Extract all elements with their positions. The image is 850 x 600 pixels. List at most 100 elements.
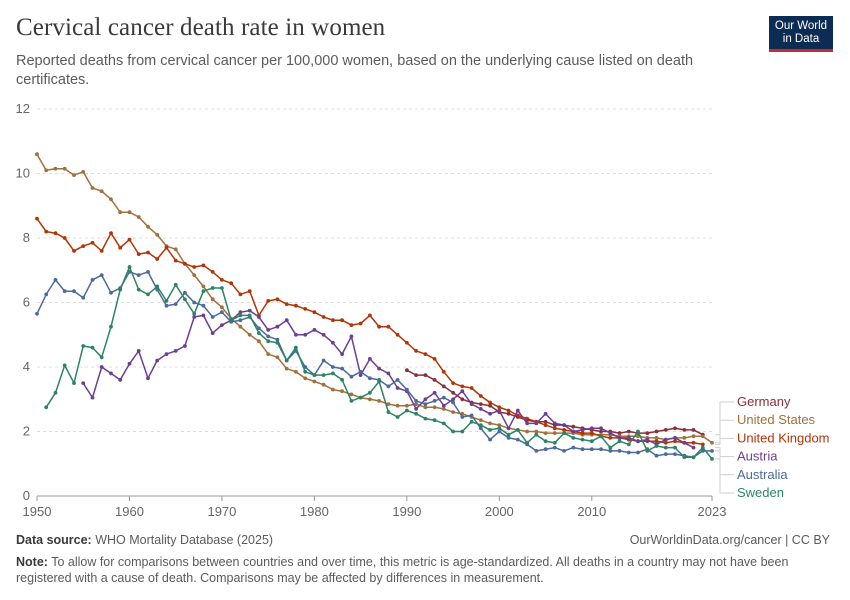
data-point [506,408,511,413]
data-point [164,245,169,250]
data-point [99,189,104,194]
data-point [109,290,113,295]
data-point [358,373,363,377]
legend-label-germany[interactable]: Germany [737,394,791,409]
data-point [173,247,178,252]
data-point [340,366,344,371]
legend-label-united-states[interactable]: United States [737,412,816,427]
data-point [377,324,381,329]
data-point [35,216,39,221]
data-point [192,311,197,316]
data-point [534,421,539,426]
data-point [552,445,557,450]
data-point [183,344,187,348]
data-point [90,395,95,400]
data-point [377,379,381,384]
data-point [552,426,557,431]
data-point [81,344,86,348]
data-point [368,397,372,402]
legend-connector [715,458,734,494]
data-point [155,358,160,363]
data-point [515,428,520,432]
data-point [183,261,187,266]
data-point [201,289,206,294]
data-point [62,236,67,240]
data-point [626,436,631,440]
data-point [534,449,539,453]
data-point [81,381,86,385]
data-point [691,445,696,450]
x-tick-label: 2023 [698,504,727,519]
data-point [377,399,381,403]
data-point [543,423,548,427]
data-point [497,405,502,410]
data-point [349,374,354,379]
data-point [469,419,474,424]
data-point [127,210,132,215]
data-point [571,429,576,434]
series-united-states[interactable] [35,152,714,445]
legend-label-australia[interactable]: Australia [737,467,788,482]
data-point [432,378,437,382]
data-point [192,300,197,305]
data-point [331,318,335,323]
data-point [155,284,160,289]
legend-label-sweden[interactable]: Sweden [737,485,784,500]
data-point [451,390,455,395]
data-point [62,363,67,368]
grid-lines [37,108,712,497]
data-point [210,286,215,290]
data-point [423,397,428,402]
data-point [247,313,252,318]
data-point [173,349,178,353]
legend-label-united-kingdom[interactable]: United Kingdom [737,430,830,445]
data-point [469,413,474,418]
data-point [201,313,206,318]
data-point [340,318,344,323]
data-point [247,308,252,313]
series-austria[interactable] [81,308,696,450]
data-point [192,265,197,269]
data-point [72,381,76,385]
legend-connector [715,419,734,444]
data-point [663,428,668,432]
data-point [210,270,215,274]
data-point [451,400,455,405]
owid-logo[interactable]: Our World in Data [769,16,833,52]
data-point [543,439,548,444]
data-point [395,403,400,408]
logo-line-2: in Data [782,33,820,45]
x-tick-label: 1960 [115,504,144,519]
data-point [62,289,67,294]
series-line [36,218,703,446]
data-source: Data source: WHO Mortality Database (202… [16,533,273,547]
data-point [192,315,197,319]
data-point [451,429,455,434]
source-text[interactable]: WHO Mortality Database (2025) [95,533,274,547]
data-point [303,369,308,374]
legend-label-austria[interactable]: Austria [737,449,778,464]
data-point [118,378,123,382]
legend-connector [715,447,734,458]
data-point [543,447,548,452]
data-point [497,423,502,427]
data-point [358,395,363,400]
series-sweden[interactable] [44,265,714,461]
source-url[interactable]: OurWorldinData.org/cancer | CC BY [629,533,830,547]
data-point [386,384,391,389]
data-point [636,439,640,444]
data-point [312,328,317,332]
data-point [460,429,465,434]
series-united-kingdom[interactable] [35,216,705,447]
data-point [53,278,58,282]
data-point [488,421,492,426]
data-point [173,302,178,306]
data-point [441,407,446,411]
data-point [275,355,280,360]
data-point [599,447,603,452]
data-point [136,215,141,219]
data-point [386,402,391,406]
data-point [201,263,206,268]
data-point [312,310,317,315]
